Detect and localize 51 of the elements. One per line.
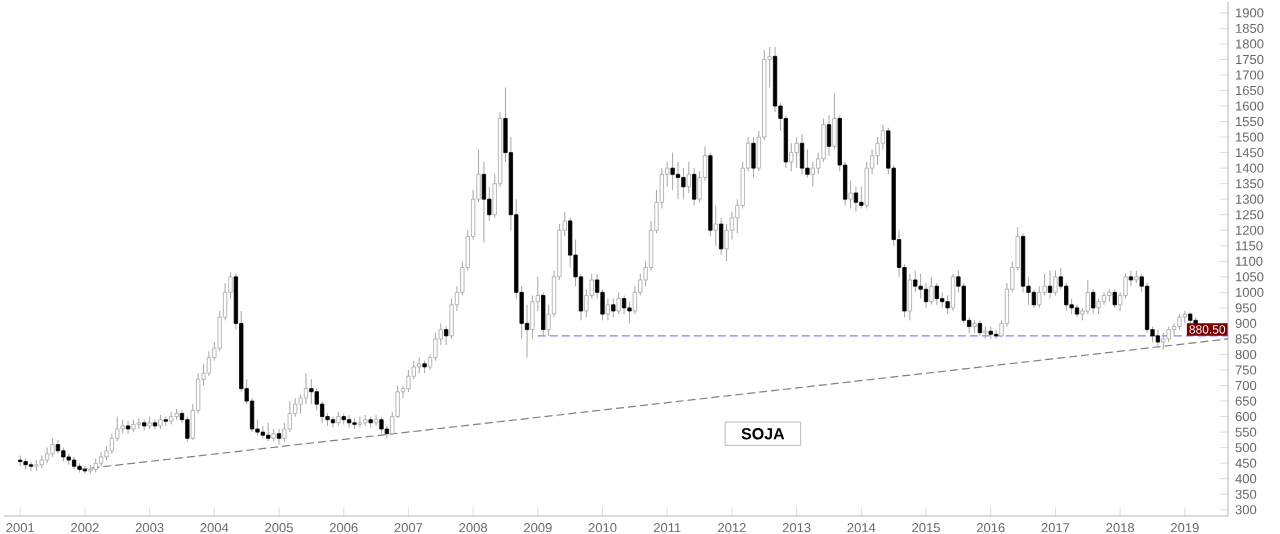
candlestick [789, 142, 794, 172]
candlestick [125, 420, 131, 435]
candlestick [713, 204, 718, 247]
candlestick [357, 416, 363, 428]
candlestick [611, 298, 616, 318]
candlestick [50, 437, 55, 458]
candlestick [330, 416, 336, 428]
candlestick [907, 273, 912, 321]
candlestick [621, 294, 627, 315]
candlestick [303, 372, 309, 405]
candlestick [481, 161, 487, 244]
candlestick [670, 152, 675, 191]
candlestick [686, 161, 691, 194]
candlestick [1182, 310, 1187, 324]
candlestick [923, 282, 929, 309]
candlestick [675, 161, 681, 200]
candlestick [681, 167, 686, 200]
candlestick [309, 378, 314, 405]
candlestick [373, 414, 379, 427]
text: SOJA [741, 428, 785, 440]
candlestick [751, 136, 756, 178]
candlestick [55, 439, 61, 455]
candlestick [1155, 329, 1161, 349]
candlestick [832, 93, 837, 151]
candlestick [276, 428, 282, 446]
candlestick [287, 400, 292, 433]
candlestick [1053, 270, 1058, 296]
candlestick [929, 276, 934, 306]
candlestick [1112, 288, 1117, 309]
candlestick [826, 114, 832, 157]
candlestick [848, 180, 853, 210]
candlestick [692, 167, 697, 206]
candlestick [1091, 288, 1096, 315]
candlestick [1047, 270, 1053, 300]
candlestick [605, 298, 611, 321]
candlestick [406, 369, 411, 393]
candlestick [185, 416, 190, 442]
candlestick [934, 282, 939, 306]
candlestick [853, 186, 859, 213]
candlestick [1144, 282, 1150, 334]
candlestick [950, 273, 956, 312]
candlestick [1101, 291, 1107, 306]
candlestick [1171, 322, 1177, 337]
candlestick [346, 414, 352, 428]
candlestick [616, 291, 621, 315]
candlestick [810, 161, 815, 188]
candlestick [266, 422, 271, 442]
candlestick [1085, 279, 1090, 315]
candlestick [799, 133, 805, 175]
candlestick [794, 136, 799, 169]
candlestick [918, 273, 923, 300]
